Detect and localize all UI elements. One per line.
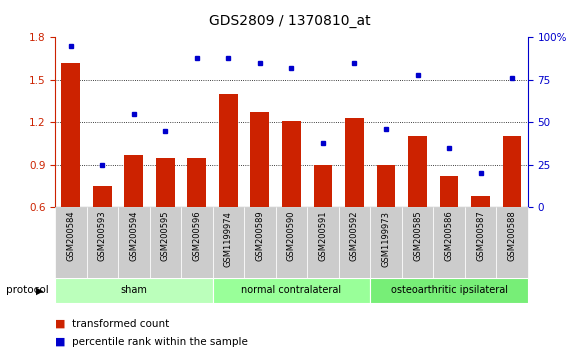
Text: GSM200590: GSM200590	[287, 211, 296, 261]
Text: ■: ■	[55, 319, 66, 329]
Bar	[307, 207, 339, 278]
Bar	[125, 155, 143, 207]
Bar	[181, 207, 213, 278]
Bar	[345, 118, 364, 207]
Bar	[118, 207, 150, 278]
Bar	[244, 207, 276, 278]
Bar	[61, 63, 80, 207]
Text: GSM200591: GSM200591	[318, 211, 328, 261]
Text: percentile rank within the sample: percentile rank within the sample	[72, 337, 248, 347]
Text: GSM200596: GSM200596	[193, 211, 201, 261]
Bar	[440, 176, 458, 207]
Bar	[156, 158, 175, 207]
Bar	[55, 207, 86, 278]
Bar	[370, 207, 402, 278]
Text: GSM200593: GSM200593	[98, 211, 107, 261]
Bar	[471, 196, 490, 207]
Text: GSM200589: GSM200589	[255, 211, 264, 261]
Bar	[93, 186, 112, 207]
Text: transformed count: transformed count	[72, 319, 170, 329]
Bar	[370, 278, 528, 303]
Bar	[433, 207, 465, 278]
Bar	[408, 136, 427, 207]
Bar	[503, 136, 521, 207]
Text: osteoarthritic ipsilateral: osteoarthritic ipsilateral	[390, 285, 508, 295]
Bar	[213, 278, 370, 303]
Bar	[496, 207, 528, 278]
Bar	[402, 207, 433, 278]
Bar	[150, 207, 181, 278]
Bar	[187, 158, 206, 207]
Bar	[282, 121, 301, 207]
Bar	[376, 165, 396, 207]
Text: GSM1199974: GSM1199974	[224, 211, 233, 267]
Text: GSM200586: GSM200586	[444, 211, 454, 261]
Text: GSM200584: GSM200584	[66, 211, 75, 261]
Bar	[219, 94, 238, 207]
Text: GSM200592: GSM200592	[350, 211, 359, 261]
Text: GSM200587: GSM200587	[476, 211, 485, 261]
Text: GSM200594: GSM200594	[129, 211, 139, 261]
Bar	[55, 278, 213, 303]
Text: ■: ■	[55, 337, 66, 347]
Text: GSM1199973: GSM1199973	[382, 211, 390, 267]
Bar	[465, 207, 496, 278]
Bar	[314, 165, 332, 207]
Bar	[276, 207, 307, 278]
Text: normal contralateral: normal contralateral	[241, 285, 342, 295]
Bar	[339, 207, 370, 278]
Bar	[251, 112, 269, 207]
Text: GDS2809 / 1370810_at: GDS2809 / 1370810_at	[209, 14, 371, 28]
Text: protocol: protocol	[6, 285, 49, 295]
Text: sham: sham	[121, 285, 147, 295]
Text: ▶: ▶	[36, 285, 43, 295]
Bar	[86, 207, 118, 278]
Text: GSM200585: GSM200585	[413, 211, 422, 261]
Text: GSM200588: GSM200588	[508, 211, 517, 261]
Bar	[213, 207, 244, 278]
Text: GSM200595: GSM200595	[161, 211, 170, 261]
